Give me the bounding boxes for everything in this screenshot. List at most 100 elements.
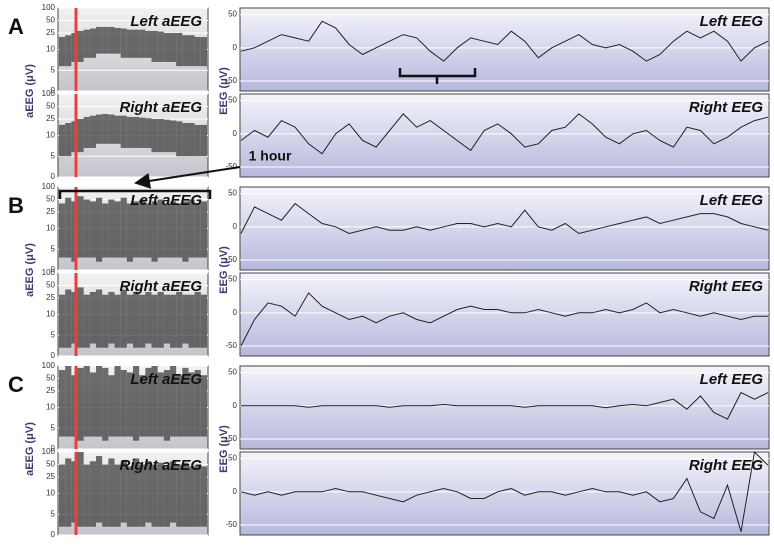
aeeg-band bbox=[188, 466, 195, 527]
y-tick-label: 0 bbox=[233, 487, 238, 496]
aeeg-band bbox=[170, 461, 177, 523]
aeeg-band bbox=[96, 197, 103, 262]
aeeg-band bbox=[151, 366, 158, 437]
aeeg-band bbox=[59, 37, 66, 67]
y-tick-label: 100 bbox=[42, 447, 56, 456]
aeeg-band bbox=[188, 199, 195, 258]
bracket bbox=[58, 189, 212, 199]
aeeg-band bbox=[163, 370, 170, 441]
plot-frame bbox=[239, 272, 770, 357]
arrow bbox=[134, 166, 241, 189]
eeg-trace bbox=[240, 20, 769, 62]
aeeg-band bbox=[102, 464, 109, 527]
aeeg-band bbox=[120, 197, 127, 258]
aeeg-band bbox=[163, 466, 170, 527]
annotation: 1 hour bbox=[249, 148, 292, 164]
aeeg-band bbox=[170, 32, 177, 62]
aeeg-band bbox=[151, 294, 158, 348]
aeeg-band bbox=[65, 35, 72, 67]
aeeg-band bbox=[114, 366, 121, 437]
y-tick-label: 100 bbox=[42, 268, 56, 277]
aeeg-band bbox=[77, 287, 84, 348]
y-tick-label: 100 bbox=[42, 361, 56, 370]
subplot-title: Right EEG bbox=[689, 457, 763, 474]
subplot-title: Left EEG bbox=[700, 13, 764, 30]
aeeg-band bbox=[96, 366, 103, 437]
subplot-title: Left aEEG bbox=[130, 192, 202, 209]
aeeg-band bbox=[157, 462, 164, 527]
eeg-trace bbox=[240, 113, 769, 155]
aeeg-band bbox=[120, 289, 127, 348]
y-tick-label: -50 bbox=[225, 76, 237, 85]
aeeg-band bbox=[77, 196, 84, 258]
y-tick-label: 25 bbox=[46, 207, 55, 216]
aeeg-band bbox=[89, 291, 96, 344]
subplot-title: Right aEEG bbox=[119, 99, 202, 116]
aeeg-band bbox=[176, 203, 183, 258]
aeeg-band bbox=[71, 32, 78, 62]
y-tick-label: 50 bbox=[228, 96, 237, 105]
aeeg-band bbox=[65, 458, 72, 527]
y-tick-label: 0 bbox=[233, 43, 238, 52]
y-tick-label: -50 bbox=[225, 434, 237, 443]
aeeg-band bbox=[71, 121, 78, 153]
aeeg-band bbox=[108, 114, 115, 144]
subplot-title: Right EEG bbox=[689, 99, 763, 116]
aeeg-band bbox=[96, 289, 103, 348]
aeeg-band bbox=[65, 366, 72, 437]
aeeg-band bbox=[157, 291, 164, 348]
y-tick-label: 5 bbox=[51, 423, 56, 432]
y-axis-label: EEG (μV) bbox=[218, 425, 230, 473]
aeeg-band bbox=[157, 31, 164, 62]
aeeg-band bbox=[77, 452, 84, 527]
y-tick-label: 5 bbox=[51, 509, 56, 518]
aeeg-band bbox=[102, 294, 109, 348]
aeeg-band bbox=[133, 458, 140, 527]
y-tick-label: -50 bbox=[225, 520, 237, 529]
aeeg-band bbox=[182, 367, 189, 437]
y-tick-label: 50 bbox=[46, 281, 55, 290]
y-tick-label: 10 bbox=[46, 310, 55, 319]
aeeg-band bbox=[114, 464, 121, 527]
aeeg-band bbox=[145, 203, 152, 258]
y-tick-label: 100 bbox=[42, 3, 56, 12]
aeeg-band bbox=[71, 291, 78, 344]
aeeg-band bbox=[151, 464, 158, 527]
aeeg-band bbox=[200, 201, 207, 258]
y-tick-label: -50 bbox=[225, 255, 237, 264]
aeeg-band bbox=[59, 370, 66, 437]
y-tick-label: 0 bbox=[233, 222, 238, 231]
y-tick-label: 50 bbox=[228, 368, 237, 377]
aeeg-band bbox=[77, 30, 84, 62]
subplot-title: Left aEEG bbox=[130, 13, 202, 30]
aeeg-band bbox=[126, 116, 133, 148]
aeeg-band bbox=[176, 375, 183, 437]
y-axis-label: EEG (μV) bbox=[218, 67, 230, 115]
subplot-title: Right aEEG bbox=[119, 278, 202, 295]
aeeg-band bbox=[145, 30, 152, 58]
eeg-trace bbox=[241, 391, 769, 420]
y-tick-label: 50 bbox=[46, 460, 55, 469]
aeeg-band bbox=[71, 461, 78, 523]
aeeg-band bbox=[133, 291, 140, 348]
y-tick-label: -50 bbox=[225, 341, 237, 350]
y-tick-label: 0 bbox=[51, 86, 56, 95]
y-axis-label: aEEG (μV) bbox=[24, 243, 36, 297]
aeeg-band bbox=[77, 367, 84, 441]
aeeg-band bbox=[200, 37, 207, 67]
aeeg-band bbox=[194, 464, 201, 527]
aeeg-band bbox=[151, 201, 158, 262]
aeeg-band bbox=[83, 294, 90, 348]
y-tick-label: 50 bbox=[228, 454, 237, 463]
plot-frame bbox=[239, 7, 770, 92]
y-tick-label: 50 bbox=[46, 102, 55, 111]
aeeg-band bbox=[194, 370, 201, 437]
y-axis-label: aEEG (μV) bbox=[24, 422, 36, 476]
aeeg-band bbox=[83, 199, 90, 258]
aeeg-band bbox=[59, 203, 66, 258]
aeeg-band bbox=[133, 201, 140, 258]
panel-label: A bbox=[8, 14, 24, 39]
plot-frame bbox=[239, 186, 770, 271]
y-tick-label: 25 bbox=[46, 293, 55, 302]
y-tick-label: 25 bbox=[46, 28, 55, 37]
